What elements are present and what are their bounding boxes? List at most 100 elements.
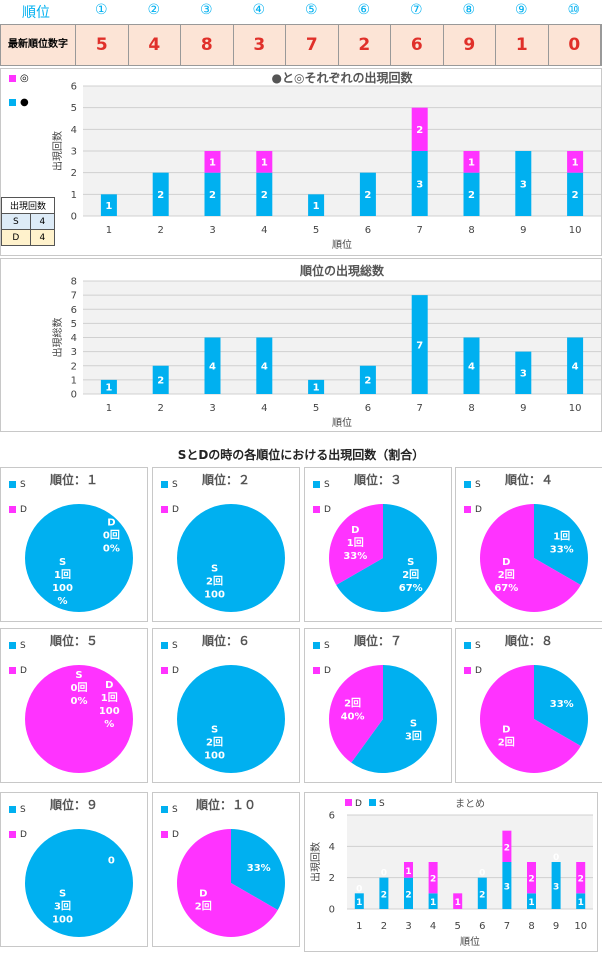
pie-panel: 順位：７ S D S 3回 2回 40% bbox=[304, 628, 452, 783]
bar bbox=[463, 172, 480, 216]
latest-digit-cell: 3 bbox=[233, 25, 286, 65]
pie-legend-item: D bbox=[464, 505, 482, 515]
table-cell: S bbox=[1, 213, 31, 230]
pie-legend-item: S bbox=[161, 480, 178, 490]
chart-total-panel: 0 1 2 3 4 5 6 7 8 順位の出現総数 順位 出現総数 1 1 2 2 3 4 4 4 5 1 6 2 7 7 8 4 9 3… bbox=[0, 258, 602, 432]
x-axis-label: 順位 bbox=[332, 238, 352, 251]
latest-digit-cell: 8 bbox=[181, 25, 234, 65]
x-tick-label: 3 bbox=[209, 225, 215, 236]
pie-data-label: D bbox=[199, 889, 207, 900]
pie-data-label: 100 bbox=[52, 915, 73, 926]
x-tick-label: 10 bbox=[574, 921, 587, 932]
occurrence-table-header: 出現回数 bbox=[1, 197, 55, 214]
y-tick-label: 2 bbox=[329, 873, 335, 884]
rank-circled-number: ④ bbox=[252, 2, 266, 18]
x-tick-label: 6 bbox=[365, 403, 371, 414]
data-label: 0 bbox=[356, 884, 362, 894]
pie-legend-item: D bbox=[9, 830, 27, 840]
data-label: 3 bbox=[553, 883, 559, 893]
rank-circled-number: ③ bbox=[199, 2, 213, 18]
pie-data-label: 2回 bbox=[498, 569, 515, 581]
pie-slice bbox=[480, 665, 581, 773]
bar bbox=[379, 877, 389, 909]
bar bbox=[404, 877, 413, 909]
summary-svg: 0246まとめDS出現回数順位1102203214125016207328129… bbox=[309, 798, 593, 948]
rank-circled-number: ⑨ bbox=[514, 2, 528, 18]
data-label: 2 bbox=[528, 875, 534, 885]
pie-data-label: 1回 bbox=[347, 537, 364, 549]
pie-panel: 順位：４ S D 1回 33% D 2回 67% bbox=[455, 467, 602, 622]
pie-data-label: 0回 bbox=[103, 529, 120, 541]
pie-data-label: 1回 bbox=[553, 531, 570, 543]
bar bbox=[502, 862, 512, 909]
data-label: 0 bbox=[381, 869, 387, 879]
pie-panel: 順位：２ S D S 2回 100 bbox=[152, 467, 300, 622]
pie-section-title: SとDの時の各順位における出現回数（割合） bbox=[177, 448, 425, 462]
rank-circled-number: ⑦ bbox=[409, 2, 423, 18]
bar bbox=[308, 379, 325, 394]
data-label: 4 bbox=[572, 362, 579, 373]
bar bbox=[256, 151, 273, 173]
x-tick-label: 1 bbox=[106, 225, 112, 236]
pie-data-label: 3回 bbox=[405, 730, 422, 742]
bar bbox=[567, 172, 584, 216]
y-axis-label: 出現回数 bbox=[309, 842, 322, 882]
pie-legend-item: D bbox=[313, 666, 331, 676]
pie-legend-item: S bbox=[161, 805, 178, 815]
bar bbox=[428, 862, 438, 894]
bar bbox=[428, 893, 438, 909]
y-tick-label: 4 bbox=[71, 125, 77, 136]
data-label: 1 bbox=[356, 898, 362, 908]
bar bbox=[354, 893, 364, 909]
bar bbox=[152, 172, 169, 216]
latest-digit-cell: 6 bbox=[391, 25, 444, 65]
x-tick-label: 10 bbox=[569, 403, 582, 414]
pie-slice bbox=[25, 504, 133, 612]
legend-swatch bbox=[345, 799, 352, 806]
data-label: 0 bbox=[553, 853, 559, 863]
pie-legend-item: S bbox=[313, 480, 330, 490]
pie-slice bbox=[351, 665, 437, 773]
legend-label: D bbox=[355, 799, 362, 809]
pie-slice bbox=[329, 665, 383, 763]
data-label: 2 bbox=[578, 875, 584, 885]
x-tick-label: 9 bbox=[553, 921, 559, 932]
data-label: 2 bbox=[430, 875, 436, 885]
data-label: 2 bbox=[479, 890, 485, 900]
bar bbox=[359, 172, 376, 216]
legend-dot: ● bbox=[9, 97, 29, 108]
data-label: 0 bbox=[479, 869, 485, 879]
legend-label: S bbox=[379, 799, 385, 809]
y-tick-label: 1 bbox=[71, 190, 77, 201]
latest-digit-cell: 9 bbox=[443, 25, 496, 65]
pie-panel: 順位：１０ S D 33% D 2回 bbox=[152, 792, 300, 947]
x-tick-label: 3 bbox=[209, 403, 215, 414]
bar bbox=[308, 194, 325, 216]
pie-data-label: D bbox=[351, 525, 359, 536]
rank-header-label: 順位 bbox=[22, 5, 50, 21]
pie-data-label: 67% bbox=[399, 583, 423, 594]
rank-header-row: 順位 ① ② ③ ④ ⑤ ⑥ ⑦ ⑧ ⑨ ⑩ bbox=[0, 0, 602, 24]
pie-panel: 順位：８ S D 33% D 2回 bbox=[455, 628, 602, 783]
pie-data-label: 1回 bbox=[101, 692, 118, 704]
y-tick-label: 3 bbox=[71, 147, 77, 158]
pie-svg: 33% D2回 bbox=[480, 665, 588, 773]
y-tick-label: 4 bbox=[71, 333, 77, 344]
bar bbox=[404, 862, 413, 878]
bar bbox=[204, 172, 221, 216]
bar bbox=[100, 379, 117, 394]
pie-data-label: 0 bbox=[108, 855, 115, 866]
data-label: 2 bbox=[504, 843, 510, 853]
data-label: 1 bbox=[528, 898, 534, 908]
table-cell: 4 bbox=[29, 229, 56, 246]
pie-data-label: S bbox=[59, 557, 66, 568]
x-tick-label: 2 bbox=[158, 225, 164, 236]
pie-data-label: 33% bbox=[550, 545, 574, 556]
pie-data-label: 1回 bbox=[54, 569, 71, 581]
pie-data-label: 40% bbox=[341, 712, 365, 723]
x-tick-label: 2 bbox=[158, 403, 164, 414]
pie-panel: 順位：９ S D S 3回 100 0 bbox=[0, 792, 148, 947]
